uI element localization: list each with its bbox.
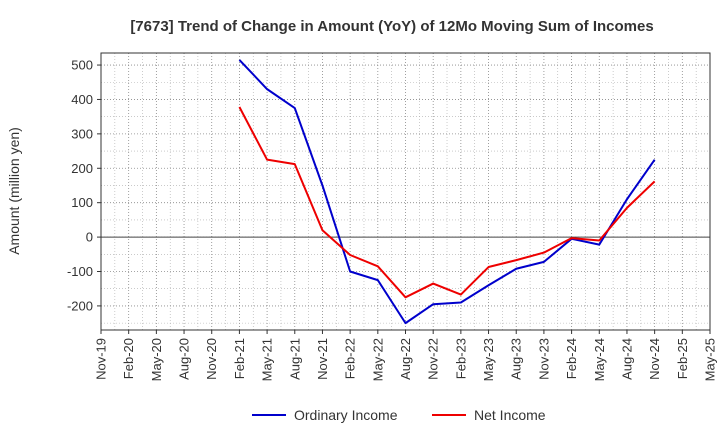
- x-tick-label: Feb-25: [675, 338, 690, 379]
- series-lines: [238, 59, 656, 325]
- x-tick-label: Nov-21: [315, 338, 330, 380]
- x-tick-label: May-24: [592, 338, 607, 381]
- x-tick-label: Nov-22: [426, 338, 441, 380]
- y-tick-label: -200: [67, 298, 93, 313]
- x-tick-label: Feb-23: [453, 338, 468, 379]
- x-tick-label: Aug-23: [509, 338, 524, 380]
- y-tick-label: 100: [71, 195, 93, 210]
- legend: Ordinary Income Net Income: [252, 407, 546, 423]
- y-axis-title: Amount (million yen): [6, 127, 22, 255]
- x-tick-label: Feb-22: [343, 338, 358, 379]
- x-tick-label: Nov-24: [647, 338, 662, 380]
- y-tick-label: 200: [71, 161, 93, 176]
- grid: [100, 53, 711, 330]
- x-tick-label: May-20: [149, 338, 164, 381]
- series-line-1: [238, 106, 656, 299]
- x-tick-label: Nov-19: [94, 338, 109, 380]
- y-tick-label: 500: [71, 58, 93, 73]
- x-tick-label: Nov-23: [536, 338, 551, 380]
- x-tick-label: May-22: [370, 338, 385, 381]
- legend-label-1: Net Income: [474, 407, 546, 423]
- y-tick-label: 0: [86, 230, 93, 245]
- y-tick-label: 400: [71, 92, 93, 107]
- legend-label-0: Ordinary Income: [294, 407, 398, 423]
- x-tick-label: May-23: [481, 338, 496, 381]
- x-tick-label: Aug-20: [177, 338, 192, 380]
- series-line-0: [238, 59, 656, 325]
- y-tick-label: 300: [71, 126, 93, 141]
- x-tick-label: Feb-21: [232, 338, 247, 379]
- x-tick-label: Aug-22: [398, 338, 413, 380]
- x-tick-label: Aug-24: [619, 338, 634, 380]
- y-tick-label: -100: [67, 264, 93, 279]
- x-tick-label: Feb-24: [564, 338, 579, 379]
- x-tick-label: May-21: [260, 338, 275, 381]
- x-tick-label: May-25: [703, 338, 718, 381]
- axes: -200 -100 0 100 200 300 400 500 Nov-19 Feb-20 May-…: [67, 52, 718, 381]
- x-tick-label: Nov-20: [204, 338, 219, 380]
- chart-title: [7673] Trend of Change in Amount (YoY) o…: [130, 18, 653, 35]
- x-tick-label: Aug-21: [287, 338, 302, 380]
- x-tick-label: Feb-20: [121, 338, 136, 379]
